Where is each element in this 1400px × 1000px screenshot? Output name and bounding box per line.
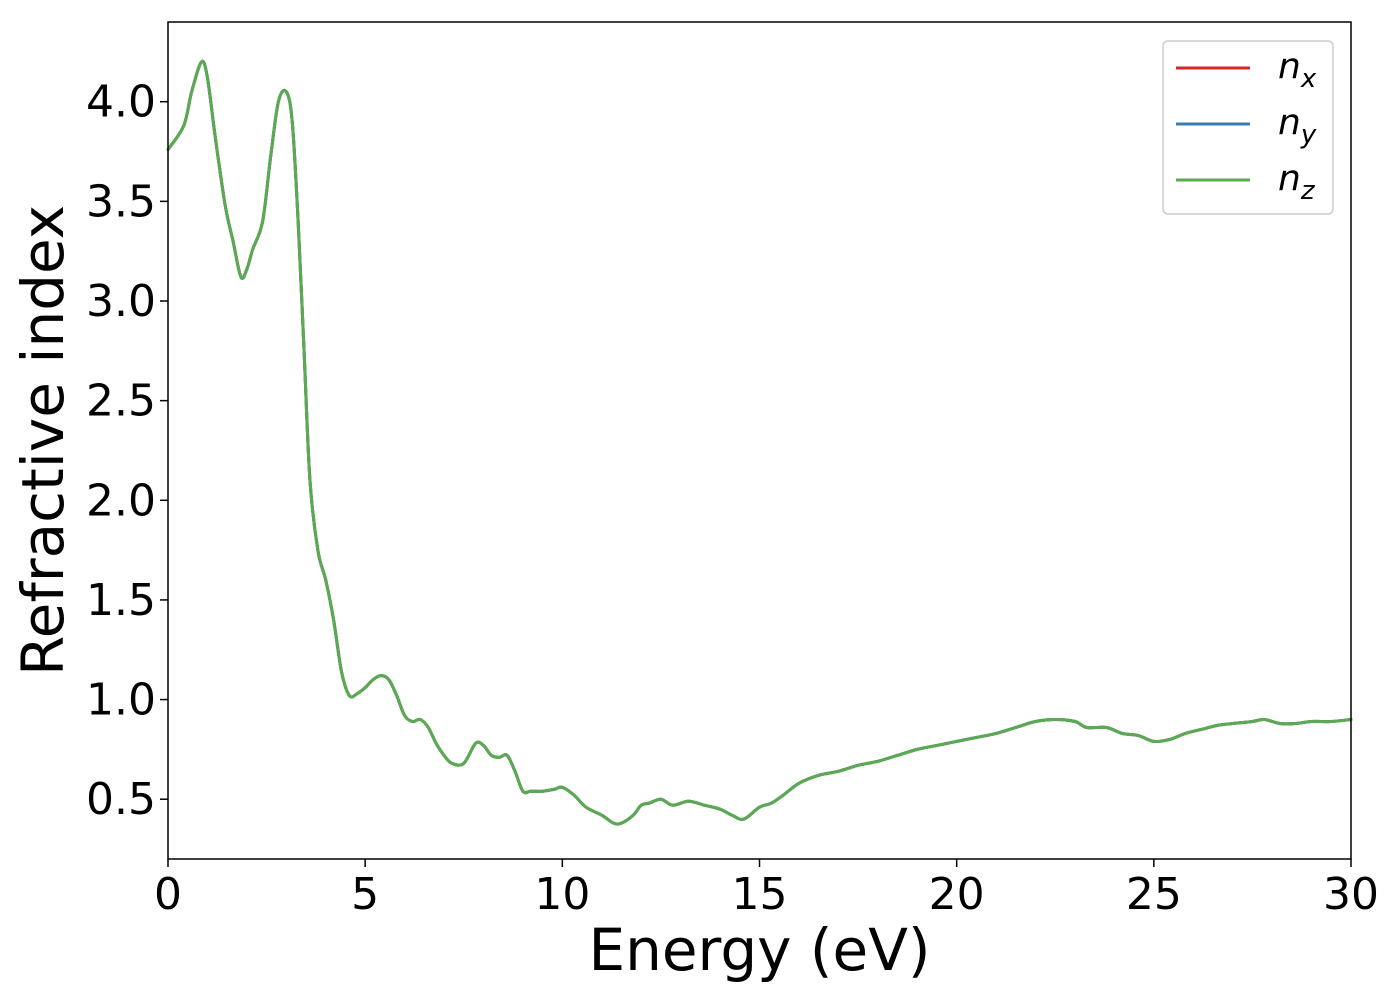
y-tick-label: 2.5 [86, 376, 156, 427]
x-axis-ticks: 0 5 10 15 20 25 30 [154, 859, 1379, 920]
legend-box [1162, 40, 1334, 215]
y-axis-ticks: 0.5 1.0 1.5 2.0 2.5 3.0 3.5 4.0 [86, 77, 168, 825]
y-tick-label: 1.5 [86, 575, 156, 626]
y-tick-label: 3.5 [86, 176, 156, 227]
series-layer [166, 59, 1353, 826]
x-tick-label: 30 [1323, 869, 1379, 920]
legend-label-n-x: nx [1278, 46, 1317, 94]
series-line-n-z [166, 59, 1353, 826]
y-tick-label: 3.0 [86, 276, 156, 327]
legend-label-n-y: ny [1278, 102, 1317, 150]
y-tick-label: 4.0 [86, 77, 156, 128]
legend: nx ny nz [1162, 40, 1334, 215]
x-tick-label: 25 [1126, 869, 1182, 920]
y-axis-label: Refractive index [9, 205, 77, 676]
legend-label-n-z: nz [1278, 158, 1316, 206]
y-tick-label: 1.0 [86, 675, 156, 726]
y-tick-label: 2.0 [86, 475, 156, 526]
x-tick-label: 10 [534, 869, 590, 920]
x-tick-label: 15 [732, 869, 788, 920]
x-axis-label: Energy (eV) [588, 916, 930, 984]
x-tick-label: 0 [154, 869, 182, 920]
x-tick-label: 5 [351, 869, 379, 920]
x-tick-label: 20 [929, 869, 985, 920]
y-tick-label: 0.5 [86, 774, 156, 825]
